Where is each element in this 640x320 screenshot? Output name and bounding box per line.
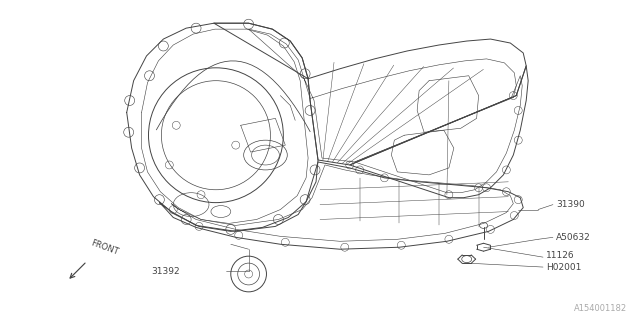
Text: 31392: 31392 — [152, 267, 180, 276]
Text: A154001182: A154001182 — [574, 304, 627, 313]
Text: 31390: 31390 — [556, 200, 585, 209]
Text: A50632: A50632 — [556, 233, 591, 242]
Text: H02001: H02001 — [546, 263, 581, 272]
Text: 11126: 11126 — [546, 251, 575, 260]
Text: FRONT: FRONT — [89, 239, 119, 257]
